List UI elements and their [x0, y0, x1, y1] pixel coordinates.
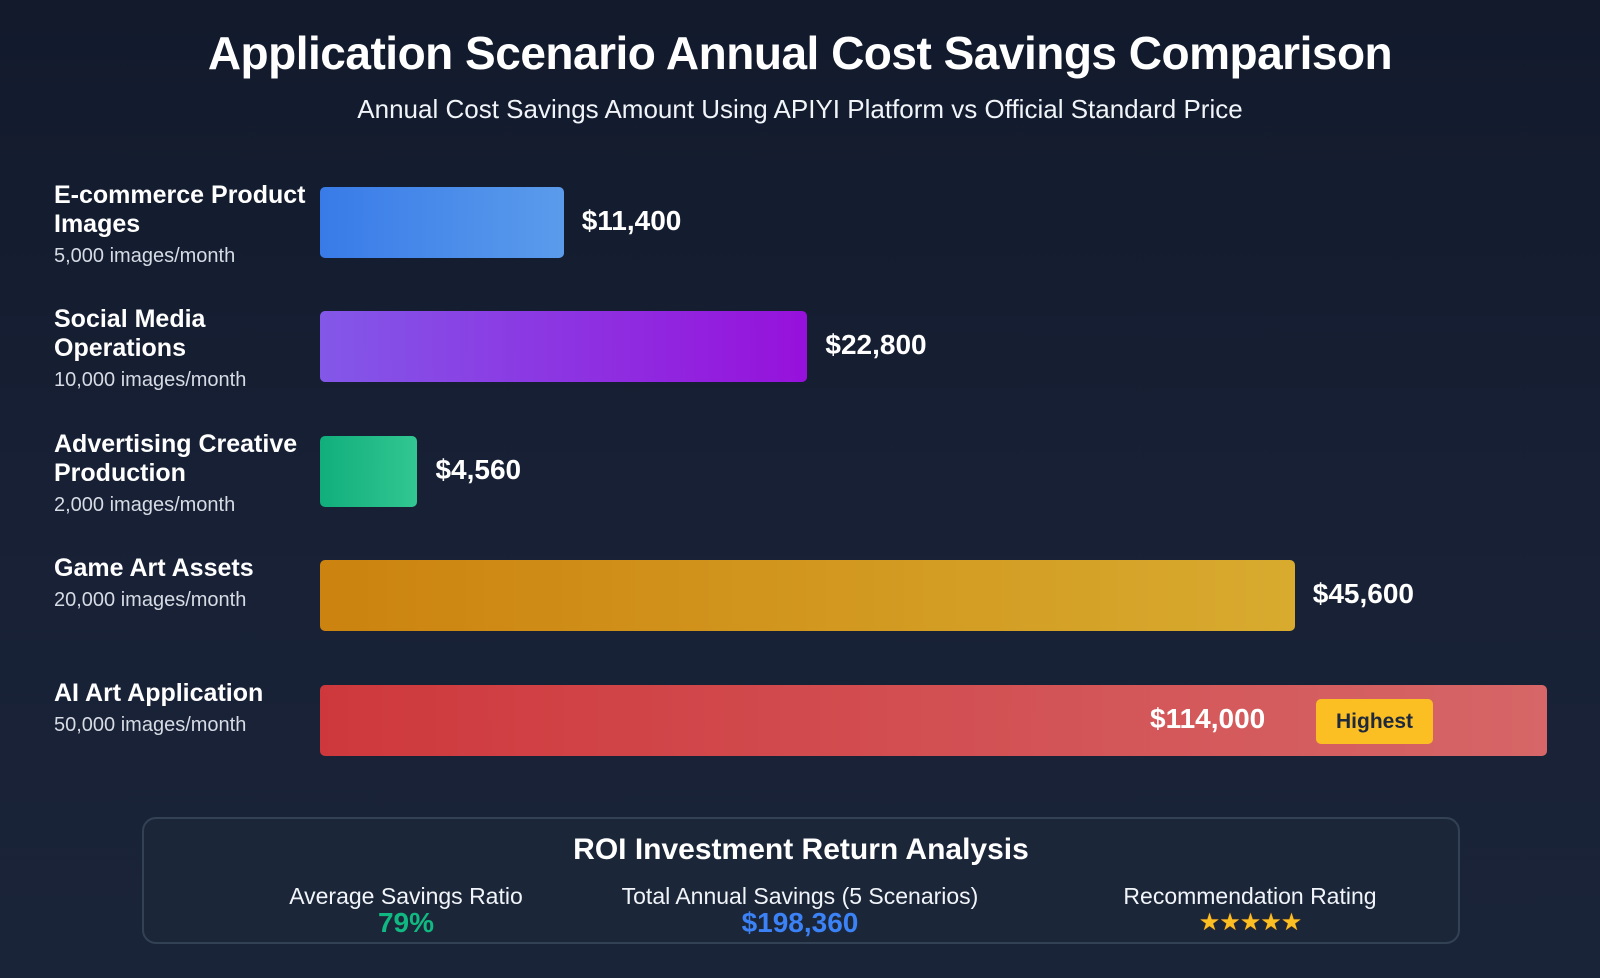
volume-label: 20,000 images/month: [54, 589, 247, 611]
category-label: AI Art Application: [54, 679, 264, 707]
category-label-group: Social Media Operations 10,000 images/mon…: [54, 305, 312, 392]
category-label: E-commerce Product Images: [54, 181, 306, 238]
roi-panel: ROI Investment Return Analysis Average S…: [142, 817, 1460, 944]
stat-value: 79%: [377, 907, 435, 938]
bar-row: Social Media Operations 10,000 images/mon…: [0, 305, 1600, 391]
chart-title: Application Scenario Annual Cost Savings…: [207, 27, 1393, 79]
category-label: Social Media Operations: [54, 305, 206, 362]
bar-row: Game Art Assets 20,000 images/month $45,60…: [0, 554, 1600, 632]
volume-label: 2,000 images/month: [54, 494, 236, 516]
bar: [320, 187, 564, 258]
value-label: $114,000: [1150, 703, 1266, 734]
stat-total-savings: Total Annual Savings (5 Scenarios) $198,…: [600, 883, 1000, 937]
chart-subtitle: Annual Cost Savings Amount Using APIYI P…: [357, 94, 1243, 124]
roi-title: ROI Investment Return Analysis: [573, 833, 1029, 866]
category-label: Game Art Assets: [54, 554, 254, 582]
volume-label: 5,000 images/month: [54, 245, 236, 267]
bar-row: AI Art Application 50,000 images/month Hig…: [0, 679, 1600, 757]
stat-savings-ratio: Average Savings Ratio 79%: [206, 883, 606, 937]
stat-rating: Recommendation Rating ★★★★★: [1050, 883, 1450, 937]
category-label-group: E-commerce Product Images 5,000 images/mo…: [54, 181, 312, 268]
volume-label: 50,000 images/month: [54, 714, 247, 736]
value-label: $11,400: [581, 205, 682, 236]
category-label-group: AI Art Application 50,000 images/month: [54, 679, 312, 737]
volume-label: 10,000 images/month: [54, 369, 247, 391]
stat-label: Recommendation Rating: [1123, 883, 1377, 909]
bar: [320, 560, 1295, 631]
star-rating-icon: ★★★★★: [1198, 909, 1303, 936]
value-label: $22,800: [825, 329, 927, 360]
stat-label: Total Annual Savings (5 Scenarios): [621, 883, 979, 909]
stat-value: $198,360: [741, 907, 859, 938]
bar-row: Advertising Creative Production 2,000 ima…: [0, 430, 1600, 516]
category-label: Advertising Creative Production: [54, 430, 298, 487]
bar-row: E-commerce Product Images 5,000 images/mo…: [0, 181, 1600, 267]
value-label: $4,560: [435, 454, 522, 485]
bar: [320, 436, 418, 507]
category-label-group: Game Art Assets 20,000 images/month: [54, 554, 312, 612]
category-label-group: Advertising Creative Production 2,000 ima…: [54, 430, 312, 517]
value-label: $45,600: [1312, 578, 1414, 609]
stat-label: Average Savings Ratio: [289, 883, 523, 909]
highest-badge: Highest: [1316, 699, 1434, 744]
bar: [320, 311, 808, 382]
